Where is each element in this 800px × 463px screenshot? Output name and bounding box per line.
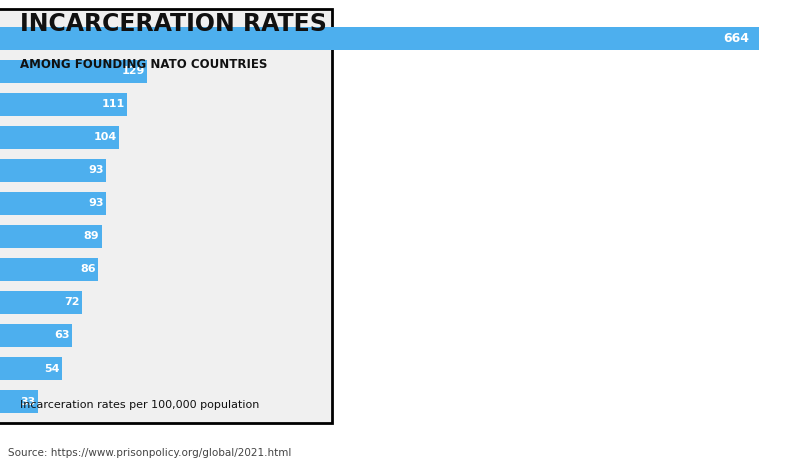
Text: AMONG FOUNDING NATO COUNTRIES: AMONG FOUNDING NATO COUNTRIES (20, 58, 267, 71)
Text: 63: 63 (54, 331, 70, 340)
Text: Source: https://www.prisonpolicy.org/global/2021.html: Source: https://www.prisonpolicy.org/glo… (8, 448, 291, 458)
Bar (0, 159, 106, 181)
Bar (0, 27, 759, 50)
Text: INCARCERATION RATES: INCARCERATION RATES (20, 12, 327, 36)
Bar (0, 93, 127, 116)
Bar (0, 225, 102, 248)
Bar (0, 291, 82, 314)
Bar (0, 258, 98, 281)
Text: 129: 129 (122, 66, 145, 76)
Bar (0, 192, 106, 215)
Bar (0, 357, 62, 380)
Bar (0, 324, 72, 347)
Bar (0, 126, 119, 149)
Text: 664: 664 (724, 32, 750, 45)
Text: 89: 89 (84, 232, 99, 241)
Bar (0, 9, 332, 423)
Text: 93: 93 (89, 165, 104, 175)
Text: 86: 86 (80, 264, 96, 275)
Text: 93: 93 (89, 199, 104, 208)
Bar (0, 390, 38, 413)
Text: 54: 54 (44, 363, 59, 374)
Text: 33: 33 (20, 396, 35, 407)
Bar (0, 60, 147, 82)
Text: 111: 111 (102, 100, 125, 109)
Text: 72: 72 (65, 297, 80, 307)
Text: Incarceration rates per 100,000 population: Incarceration rates per 100,000 populati… (20, 400, 259, 410)
Text: 104: 104 (94, 132, 117, 143)
